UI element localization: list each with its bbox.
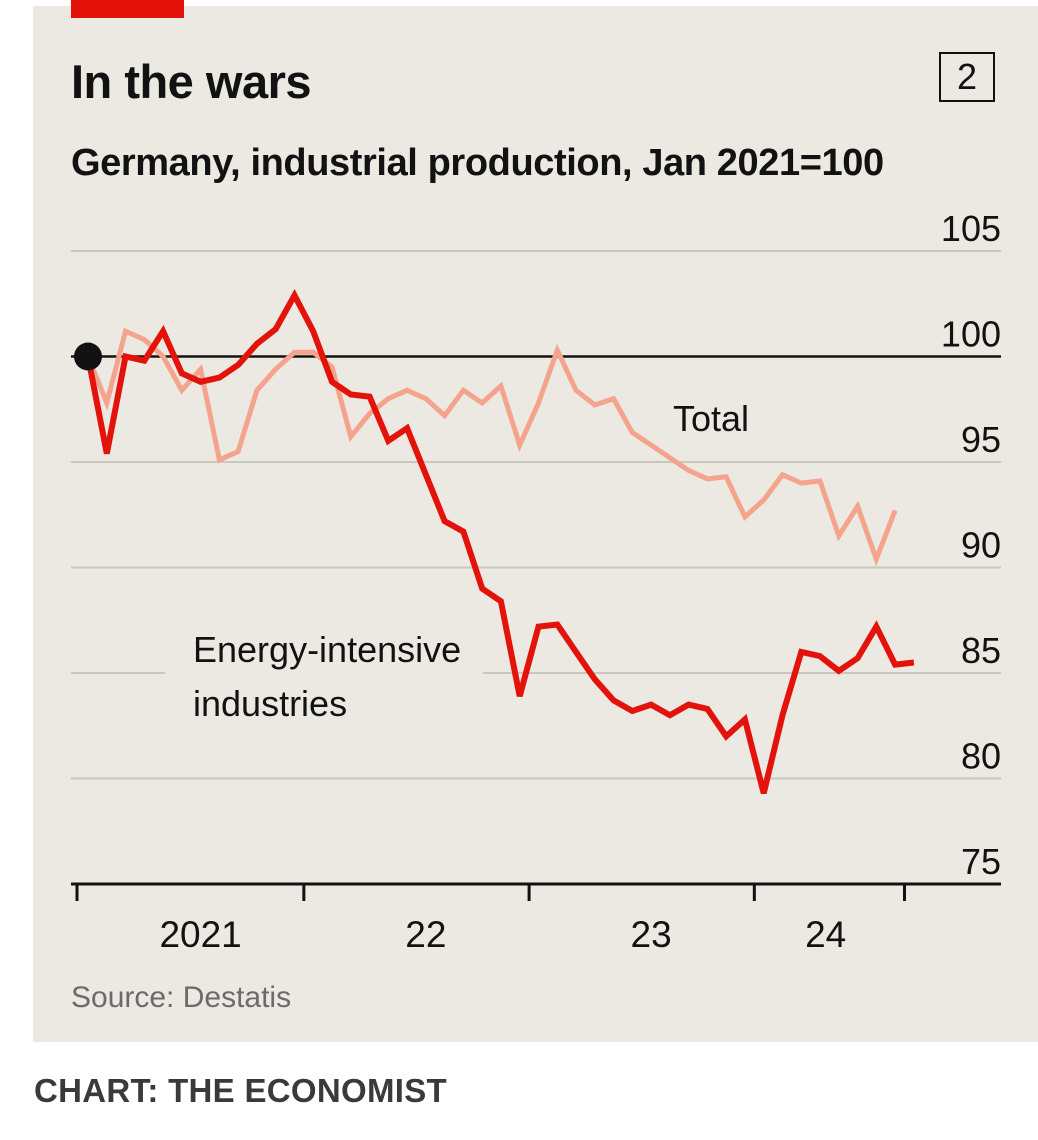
- y-tick-label-85: 85: [961, 630, 1001, 671]
- chart-panel: In the wars 2 Germany, industrial produc…: [33, 0, 1038, 1042]
- line-chart: 105 100 95 90 85 80 75 2021 22 23 24 Total Energy-in…: [71, 208, 1001, 955]
- y-tick-label-75: 75: [961, 841, 1001, 882]
- chart-number-badge: 2: [939, 52, 995, 102]
- x-tick-label-2021: 2021: [159, 914, 241, 955]
- x-tick-label-22: 22: [405, 914, 446, 955]
- energy-intensive-line: [85, 288, 915, 795]
- x-tick-label-24: 24: [805, 914, 846, 955]
- y-tick-label-95: 95: [961, 419, 1001, 460]
- energy-series-label-line-2: industries: [193, 683, 347, 724]
- start-point-marker: [74, 342, 102, 371]
- x-tick-label-23: 23: [631, 914, 672, 955]
- total-series-label: Total: [673, 398, 749, 439]
- chart-source: Source: Destatis: [71, 981, 292, 1014]
- y-tick-label-105: 105: [941, 208, 1001, 249]
- y-tick-label-100: 100: [941, 314, 1001, 355]
- chart-credit: CHART: THE ECONOMIST: [34, 1072, 447, 1109]
- chart-subtitle: Germany, industrial production, Jan 2021…: [71, 142, 884, 184]
- total-line: [85, 327, 898, 567]
- brand-red-tag: [71, 0, 184, 18]
- y-tick-label-90: 90: [961, 525, 1001, 566]
- chart-title: In the wars: [71, 55, 312, 108]
- y-tick-label-80: 80: [961, 736, 1001, 777]
- energy-series-label-line-1: Energy-intensive: [193, 629, 461, 670]
